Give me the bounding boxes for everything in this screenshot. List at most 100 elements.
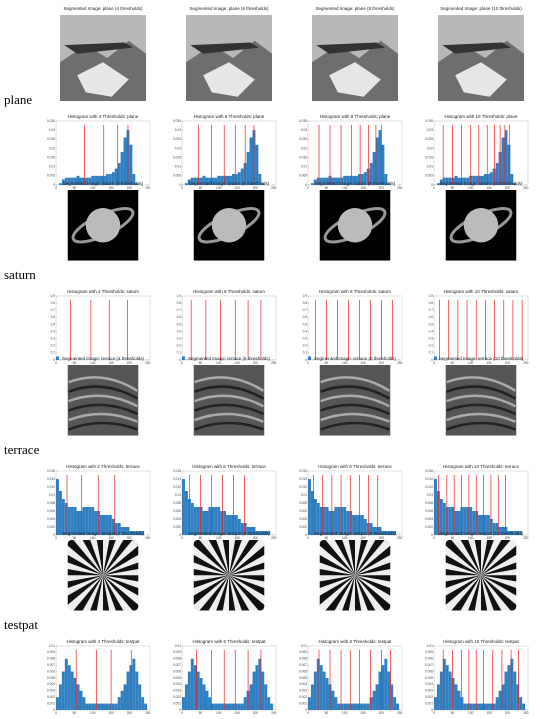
y-tick-label: 0.7 — [429, 308, 434, 312]
segmented-image — [193, 365, 265, 436]
histogram-bar — [308, 697, 311, 710]
histogram-bar — [483, 174, 487, 185]
histogram-bar — [495, 523, 499, 535]
histogram-bar — [208, 507, 212, 535]
histogram-bar — [243, 523, 247, 535]
x-tick-label: 150 — [234, 711, 240, 715]
x-tick-label: 200 — [127, 186, 133, 190]
image-title: Segmented Image: testpat (4 thresholds) — [62, 531, 144, 536]
x-tick-label: 50 — [451, 186, 455, 190]
histogram-bar — [434, 697, 437, 710]
image-title: Segmented Image: testpat (10 thresholds) — [439, 531, 524, 536]
x-tick-label: 100 — [90, 186, 96, 190]
histogram-bar — [387, 671, 391, 710]
histogram-bar — [240, 523, 244, 535]
x-tick-label: 100 — [216, 186, 222, 190]
histogram-bar — [439, 671, 443, 710]
histogram-bar — [360, 174, 364, 185]
histogram-bar — [267, 531, 271, 535]
y-tick-label: 0.01 — [175, 493, 181, 497]
histogram-bar — [466, 177, 470, 185]
x-tick-label: 250 — [145, 361, 151, 365]
histogram-bar — [481, 175, 484, 185]
image-bg — [319, 365, 391, 436]
histogram-bar — [501, 684, 505, 710]
histogram-bar — [396, 703, 400, 710]
histogram-bar — [240, 168, 244, 185]
histogram-bar — [366, 168, 370, 185]
y-tick-label: 0 — [305, 358, 307, 362]
histogram-bar — [117, 697, 121, 710]
y-tick-label: 0.025 — [173, 137, 181, 141]
histogram-bar — [375, 684, 379, 710]
x-tick-label: 200 — [127, 536, 133, 540]
histogram-bar — [144, 703, 148, 710]
x-tick-label: 150 — [360, 186, 366, 190]
y-tick-label: 0.004 — [47, 682, 55, 686]
y-tick-label: 0.035 — [425, 119, 433, 123]
histogram-bar — [226, 703, 229, 710]
image-plane — [190, 42, 260, 54]
image-wedge — [78, 540, 103, 576]
histogram-bar — [129, 665, 133, 710]
histogram-bar — [349, 703, 353, 710]
histogram-bar — [56, 479, 59, 535]
histogram-bar — [114, 168, 118, 185]
y-tick-label: 0.6 — [429, 315, 434, 319]
image-wedge — [229, 558, 265, 576]
histogram-bar — [67, 177, 71, 185]
histogram-bar — [231, 174, 235, 185]
x-tick-label: 250 — [397, 186, 403, 190]
histogram-bar — [182, 697, 185, 710]
image-title: Segmented Image: terrace (8 thresholds) — [314, 356, 397, 361]
image-terrace — [194, 412, 264, 423]
histogram-bar — [267, 697, 271, 710]
histogram-bar — [325, 177, 329, 185]
y-tick-label: 0.01 — [175, 644, 181, 648]
histogram-bar — [322, 177, 326, 185]
histogram-bar — [475, 175, 479, 185]
histogram-bar — [208, 177, 212, 185]
image-wedge — [197, 575, 229, 611]
histogram-bar — [478, 515, 481, 535]
histogram-bar — [469, 507, 473, 535]
histogram-bar — [214, 703, 218, 710]
histogram-bar — [483, 703, 487, 710]
histogram-bar — [193, 507, 197, 535]
histogram-bar — [91, 507, 95, 535]
histogram-bar — [310, 684, 314, 710]
x-tick-label: 150 — [234, 361, 240, 365]
histogram-bar — [445, 665, 449, 710]
x-tick-label: 100 — [90, 536, 96, 540]
y-tick-label: 0.005 — [173, 676, 181, 680]
y-tick-label: 0.1 — [51, 351, 56, 355]
image-wedge — [355, 575, 391, 584]
y-tick-label: 0.01 — [175, 165, 181, 169]
image-wedge — [67, 575, 103, 607]
image-wedge — [481, 540, 513, 576]
histogram-bar — [114, 523, 118, 535]
histogram-bar — [316, 503, 320, 535]
x-tick-label: 250 — [397, 361, 403, 365]
x-tick-label: 50 — [73, 361, 77, 365]
histogram-bar — [205, 177, 209, 185]
histogram-bar — [346, 175, 350, 185]
y-tick-label: 0.8 — [51, 301, 56, 305]
y-tick-label: 0.02 — [175, 146, 181, 150]
histogram-bar — [331, 690, 335, 710]
histogram-bar — [237, 519, 241, 535]
y-tick-label: 0.6 — [303, 315, 308, 319]
histogram-bar — [187, 179, 191, 185]
histogram-bar — [129, 531, 133, 535]
y-tick-label: 0.006 — [47, 669, 55, 673]
image-wedge — [355, 575, 391, 611]
y-tick-label: 0 — [53, 708, 55, 712]
histogram-bar — [190, 503, 194, 535]
histogram-bar — [472, 175, 476, 185]
segmented-image — [60, 15, 146, 101]
histogram-title: Histogram with 8 Thresholds: plane — [320, 114, 391, 119]
plot-frame — [55, 120, 151, 186]
y-tick-label: 0.014 — [173, 477, 181, 481]
histogram-bar — [108, 174, 112, 185]
